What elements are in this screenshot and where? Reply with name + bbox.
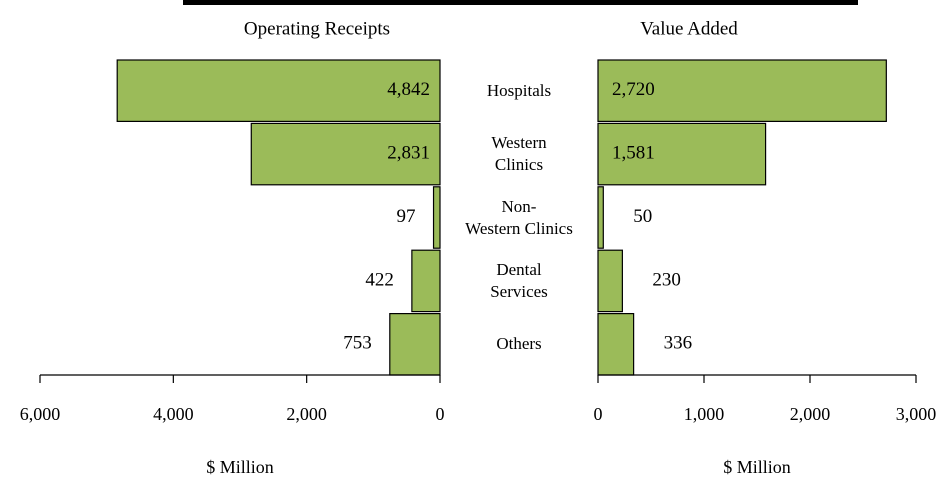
value-label: 2,720 — [612, 79, 655, 100]
panel-title: Value Added — [640, 18, 738, 39]
bar — [597, 313, 635, 376]
value-label: 753 — [343, 333, 372, 354]
x-axis-label: $ Million — [206, 457, 274, 477]
x-axis-label: $ Million — [723, 457, 791, 477]
bar — [250, 122, 441, 186]
category-label: Non- Western Clinics — [465, 196, 573, 238]
bar — [597, 122, 767, 186]
x-tick-label: 1,000 — [684, 404, 725, 424]
value-label: 230 — [652, 269, 681, 290]
bar — [597, 249, 623, 313]
value-label: 50 — [633, 206, 652, 227]
x-tick-label: 4,000 — [153, 404, 194, 424]
bar — [597, 186, 604, 249]
bar — [597, 59, 887, 123]
x-tick-label: 2,000 — [286, 404, 327, 424]
value-label: 4,842 — [387, 79, 430, 100]
bar — [389, 313, 441, 376]
panel-title: Operating Receipts — [244, 18, 390, 39]
x-tick-label: 6,000 — [20, 404, 61, 424]
value-label: 1,581 — [612, 142, 655, 163]
category-label: Western Clinics — [491, 133, 547, 175]
x-tick-label: 0 — [436, 404, 445, 424]
value-label: 2,831 — [387, 142, 430, 163]
category-label: Others — [496, 334, 542, 354]
category-label: Dental Services — [490, 259, 548, 301]
x-tick-label: 0 — [594, 404, 603, 424]
bar — [411, 249, 441, 313]
value-label: 97 — [397, 206, 416, 227]
bar — [432, 186, 441, 249]
value-label: 336 — [664, 333, 693, 354]
x-tick-label: 2,000 — [790, 404, 831, 424]
top-rule — [183, 0, 858, 5]
x-tick-label: 3,000 — [896, 404, 937, 424]
category-label: Hospitals — [486, 80, 552, 100]
bar — [116, 59, 441, 123]
value-label: 422 — [365, 269, 394, 290]
